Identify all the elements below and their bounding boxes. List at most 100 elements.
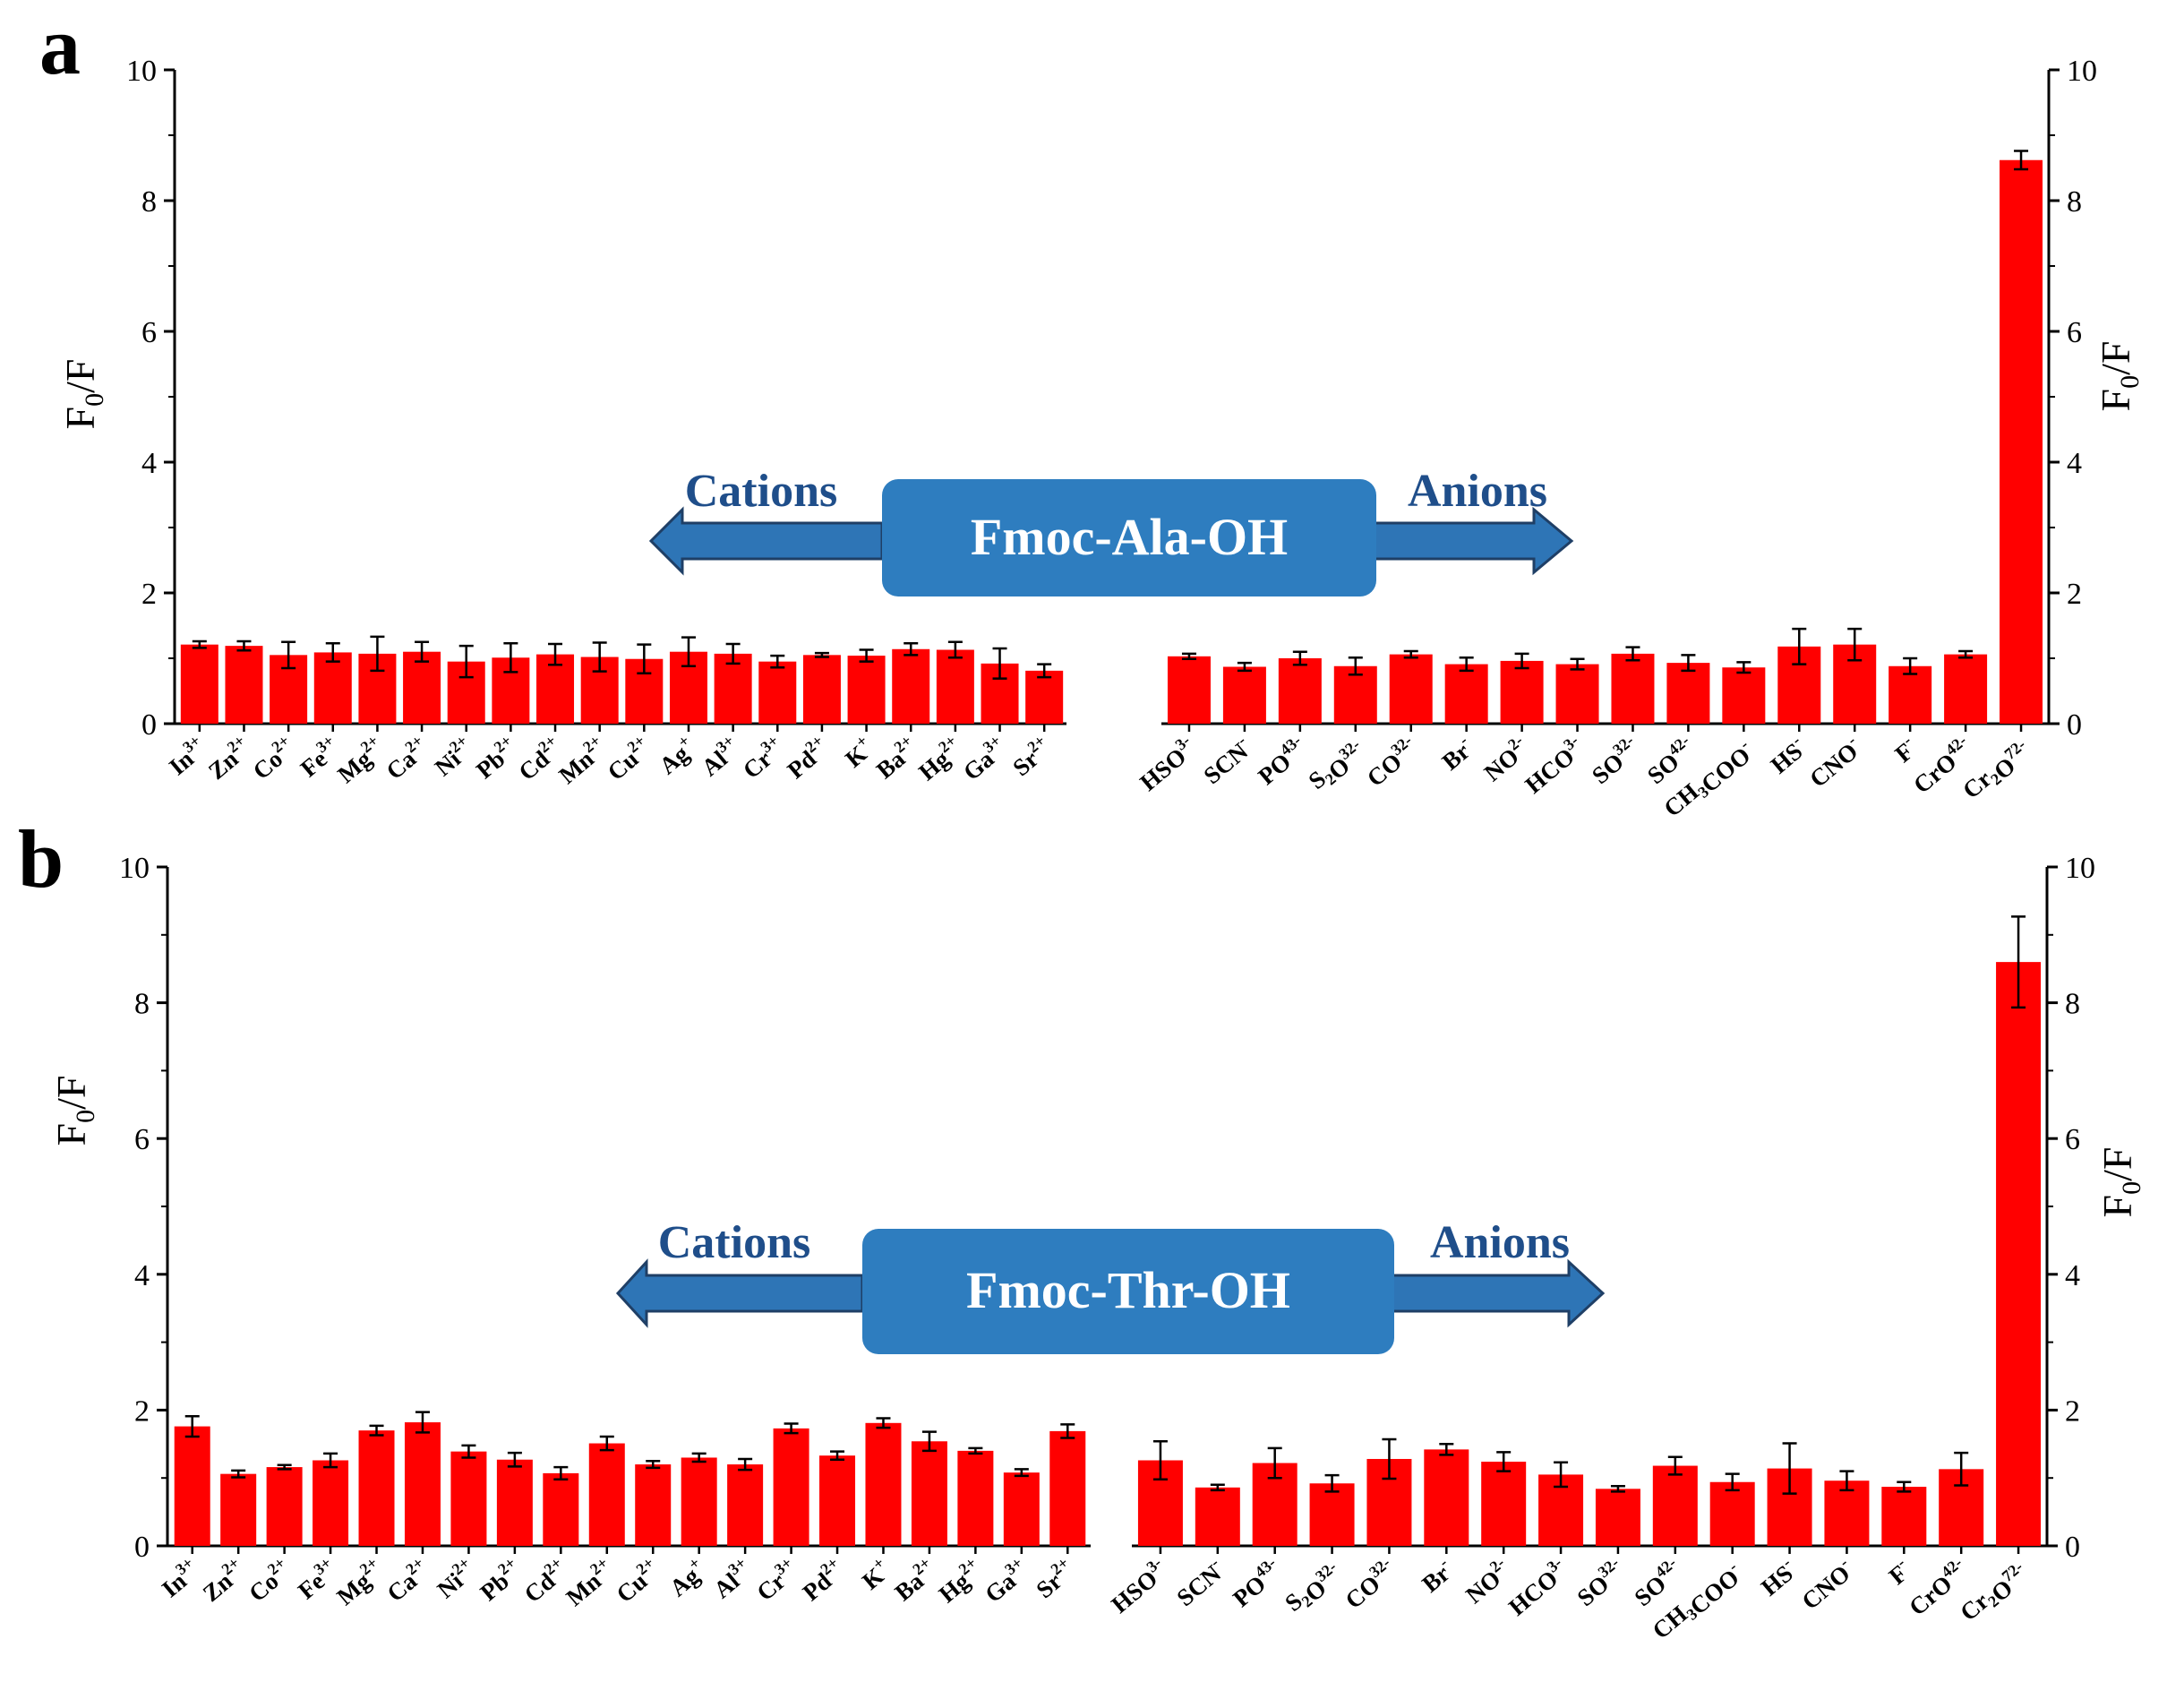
x-tick-label-mg2plus: Mg2+ <box>330 1554 389 1610</box>
bars-a <box>180 150 2043 725</box>
bar-so42minus <box>1666 663 1710 724</box>
x-tick-label-cr3plus: Cr3+ <box>749 1554 804 1607</box>
bar-zn2plus <box>225 646 263 724</box>
bar-mn2plus <box>588 1443 625 1546</box>
x-tick-label-brminus: Br- <box>1415 1554 1459 1598</box>
x-tick-label-co2plus: Co2+ <box>245 732 301 785</box>
x-tick-label-co32minus: CO32- <box>1359 732 1423 793</box>
bar-mg2plus <box>358 1430 395 1546</box>
x-tick-label-cd2plus: Cd2+ <box>517 1554 573 1609</box>
x-tick-label-in3plus: In3+ <box>154 1554 204 1603</box>
cations-label-b: Cations <box>658 1217 810 1268</box>
y-tick-label: 6 <box>141 316 157 349</box>
x-tick-label-mn2plus: Mn2+ <box>552 732 612 789</box>
bar-fe3plus <box>313 1460 349 1546</box>
bar-hso3minus <box>1167 656 1211 724</box>
y-axis-label-right-a: F0/F <box>2093 341 2145 412</box>
anions-label-b: Anions <box>1430 1217 1570 1268</box>
panel-b: b 0 2 4 6 8 10 0 2 4 6 8 10 F0/F F0/F In3+Zn2+Co2+… <box>18 813 2146 1644</box>
x-tick-label-hso3minus: HSO3- <box>1104 1554 1173 1618</box>
panel-letter-a: a <box>39 0 81 91</box>
bar-al3plus <box>727 1464 764 1546</box>
x-tick-label-ni2plus: Ni2+ <box>427 732 478 782</box>
x-tick-label-hg2plus: Hg2+ <box>931 1554 988 1609</box>
x-tick-label-pb2plus: Pb2+ <box>468 732 523 785</box>
y-tick-label-right: 4 <box>2065 1259 2080 1292</box>
x-tick-label-s2o32minus: S2O32- <box>1303 734 1371 799</box>
x-tick-label-hco3minus: HCO3- <box>1501 1554 1572 1621</box>
bar-kplus <box>847 656 886 724</box>
x-tick-label-cnominus: CNO- <box>1794 1554 1859 1615</box>
y-tick-label-right: 2 <box>2065 1395 2080 1428</box>
y-tick-label: 0 <box>134 1531 150 1564</box>
x-tick-label-scnminus: SCN- <box>1169 1554 1230 1612</box>
x-tick-label-agplus: Ag+ <box>652 732 701 780</box>
bar-hco3minus <box>1555 664 1599 724</box>
y-axis-label-right-b: F0/F <box>2094 1147 2146 1218</box>
x-tick-label-s2o32minus: S2O32- <box>1280 1557 1348 1621</box>
bar-brminus <box>1444 664 1488 724</box>
bar-ca2plus <box>403 651 441 724</box>
x-tick-label-sr2plus: Sr2+ <box>1006 732 1057 782</box>
x-tick-label-so42minus: SO42- <box>1640 732 1700 790</box>
bar-sr2plus <box>1025 670 1064 724</box>
sample-label-box-b <box>862 1229 1394 1354</box>
sample-label-b: Fmoc-Thr-OH <box>966 1261 1290 1319</box>
bar-cr2o72minus <box>1996 962 2042 1546</box>
x-tick-label-ga3plus: Ga3+ <box>955 732 1012 786</box>
bar-so32minus <box>1595 1489 1640 1546</box>
bar-cd2plus <box>543 1472 579 1546</box>
bar-kplus <box>865 1422 902 1546</box>
x-tick-label-agplus: Ag+ <box>663 1554 712 1602</box>
right-arrow-b <box>1391 1258 1606 1328</box>
x-tick-label-ca2plus: Ca2+ <box>380 1554 435 1608</box>
y-ticks-right-a: 0 2 4 6 8 10 <box>2049 55 2097 742</box>
anions-label-a: Anions <box>1408 466 1547 517</box>
bar-in3plus <box>180 644 218 724</box>
x-tick-label-ga3plus: Ga3+ <box>978 1554 1034 1609</box>
bar-al3plus <box>714 653 752 724</box>
x-labels-b: In3+Zn2+Co2+Fe3+Mg2+Ca2+Ni2+Pb2+Cd2+Mn2+… <box>154 1546 2034 1644</box>
bar-pd2plus <box>802 655 841 724</box>
x-tick-label-in3plus: In3+ <box>162 732 212 781</box>
y-tick-label: 2 <box>134 1395 150 1428</box>
x-tick-label-so32minus: SO32- <box>1584 732 1645 790</box>
bar-sr2plus <box>1049 1430 1086 1546</box>
bar-po43minus <box>1278 658 1322 724</box>
x-tick-label-cnominus: CNO- <box>1803 732 1867 793</box>
bar-cro42minus <box>1944 654 1988 724</box>
bar-pd2plus <box>819 1455 856 1546</box>
x-tick-label-ca2plus: Ca2+ <box>379 732 434 785</box>
y-tick-label: 10 <box>126 55 157 88</box>
x-tick-label-co2plus: Co2+ <box>242 1554 297 1608</box>
y-tick-label-right: 8 <box>2065 988 2080 1021</box>
bar-ca2plus <box>404 1422 441 1546</box>
bar-scnminus <box>1195 1487 1240 1546</box>
x-tick-label-pb2plus: Pb2+ <box>473 1554 527 1607</box>
bar-ba2plus <box>911 1441 947 1546</box>
y-tick-label-right: 0 <box>2067 708 2082 742</box>
y-tick-label-right: 4 <box>2067 447 2082 480</box>
x-tick-label-cd2plus: Cd2+ <box>511 732 568 786</box>
y-tick-label: 4 <box>134 1259 150 1292</box>
panel-letter-b: b <box>18 813 64 905</box>
left-arrow-b <box>615 1258 864 1328</box>
y-ticks-left-b: 0 2 4 6 8 10 <box>119 852 167 1564</box>
x-tick-label-hsminus: HS- <box>1753 1554 1802 1601</box>
y-tick-label-right: 6 <box>2067 316 2082 349</box>
x-tick-label-sr2plus: Sr2+ <box>1029 1554 1080 1604</box>
bar-cr3plus <box>773 1428 809 1546</box>
y-ticks-right-b: 0 2 4 6 8 10 <box>2047 852 2095 1564</box>
bar-zn2plus <box>220 1473 257 1546</box>
x-tick-label-kplus: K+ <box>838 732 879 773</box>
bar-so42minus <box>1652 1465 1698 1546</box>
left-arrow-a <box>648 506 884 576</box>
y-axis-label-left-a: F0/F <box>57 359 109 430</box>
x-labels-a: In3+Zn2+Co2+Fe3+Mg2+Ca2+Ni2+Pb2+Cd2+Mn2+… <box>162 724 2029 822</box>
y-tick-label-right: 2 <box>2067 578 2082 611</box>
y-tick-label: 8 <box>134 988 150 1021</box>
x-tick-label-cr2o72minus: Cr2O72- <box>1955 1557 2034 1631</box>
x-tick-label-pd2plus: Pd2+ <box>795 1554 850 1607</box>
y-tick-label: 10 <box>119 852 150 885</box>
bar-agplus <box>681 1457 717 1546</box>
